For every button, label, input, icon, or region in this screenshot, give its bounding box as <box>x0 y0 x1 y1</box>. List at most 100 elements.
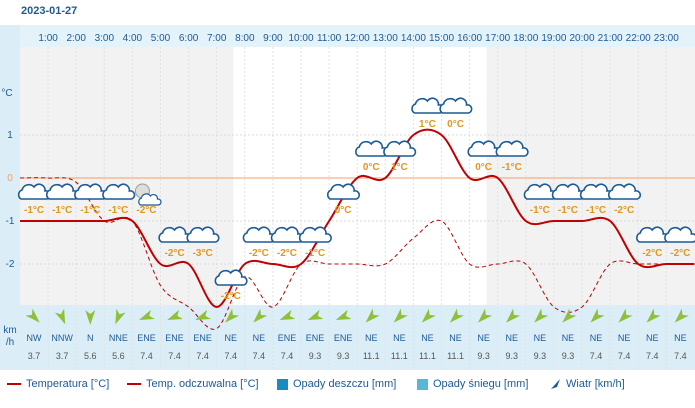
wind-direction-label: NE <box>393 333 406 343</box>
temp-label: -1°C <box>80 205 100 216</box>
wind-arrow-icon <box>307 309 324 321</box>
wind-arrow-shape <box>225 308 240 323</box>
wind-arrow-icon <box>618 308 633 323</box>
wind-arrow-shape <box>477 308 493 323</box>
legend-temperature: Temperatura [°C] <box>7 378 109 390</box>
wind-arrow-icon <box>25 308 40 323</box>
wind-direction-label: NE <box>590 333 603 343</box>
legend-temperature-label: Temperatura [°C] <box>26 378 110 390</box>
wind-direction-label: NE <box>449 333 462 343</box>
temp-label: 1°C <box>419 119 436 130</box>
legend-rain: Opady deszczu [mm] <box>277 378 396 390</box>
temp-label: 1°C <box>391 162 408 173</box>
hour-label: 13:00 <box>373 33 398 44</box>
wind-arrow-shape <box>365 308 380 323</box>
wind-direction-label: ENE <box>334 333 353 343</box>
temp-label: -1°C <box>558 205 578 216</box>
cloud-shape <box>214 269 248 286</box>
wind-arrow-shape <box>54 308 66 325</box>
wind-arrow-icon <box>54 308 66 325</box>
hour-label: 21:00 <box>598 33 623 44</box>
legend-feels-like: Temp. odczuwalna [°C] <box>127 378 259 390</box>
cloud-shape <box>495 140 529 157</box>
wind-speed-label: 9.3 <box>337 351 350 361</box>
hour-label: 4:00 <box>123 33 143 44</box>
legend-snow-swatch <box>417 378 428 390</box>
wind-speed-label: 5.6 <box>112 351 125 361</box>
wind-direction-label: NW <box>27 333 42 343</box>
temp-label: 0°C <box>475 162 492 173</box>
hour-label: 6:00 <box>179 33 199 44</box>
wind-arrow-icon <box>85 310 96 325</box>
wind-arrow-icon <box>674 308 689 323</box>
y-unit-label: °C <box>1 88 12 99</box>
wind-arrow-shape <box>618 308 633 323</box>
cloud-shape <box>439 97 473 114</box>
wind-arrow-shape <box>590 308 605 323</box>
hour-label: 10:00 <box>288 33 313 44</box>
cloud-icon <box>495 140 529 157</box>
wind-arrow-icon <box>365 308 380 323</box>
wind-arrow-icon <box>195 309 212 321</box>
hour-label: 15:00 <box>429 33 454 44</box>
wind-arrow-icon <box>393 308 408 323</box>
temp-label: -1°C <box>305 248 325 259</box>
wind-arrow-shape <box>506 308 521 323</box>
wind-direction-label: NE <box>224 333 237 343</box>
wind-direction-label: ENE <box>165 333 184 343</box>
wind-direction-label: NE <box>253 333 266 343</box>
wind-arrow-shape <box>335 309 352 321</box>
wind-speed-label: 7.4 <box>196 351 209 361</box>
y-tick-label: 1 <box>7 130 13 141</box>
temp-label: -2°C <box>249 248 269 259</box>
hour-label: 16:00 <box>457 33 482 44</box>
wind-speed-label: 7.4 <box>140 351 153 361</box>
feels-like-line <box>19 177 695 330</box>
temp-label: -2°C <box>164 248 184 259</box>
wind-arrow-icon <box>534 308 549 323</box>
wind-speed-label: 9.3 <box>505 351 518 361</box>
wind-axis-label: /h <box>6 337 14 348</box>
wind-speed-label: 9.3 <box>309 351 322 361</box>
legend-rain-label: Opady deszczu [mm] <box>293 378 397 390</box>
legend: Temperatura [°C] Temp. odczuwalna [°C] O… <box>0 374 695 396</box>
wind-arrow-shape <box>85 310 96 325</box>
wind-speed-label: 7.4 <box>618 351 631 361</box>
wind-speed-label: 7.4 <box>224 351 237 361</box>
hour-label: 19:00 <box>541 33 566 44</box>
wind-arrow-icon <box>477 308 493 323</box>
temp-label: -1°C <box>586 205 606 216</box>
hour-label: 20:00 <box>569 33 594 44</box>
wind-direction-label: NE <box>562 333 575 343</box>
cloud-icon <box>214 269 248 286</box>
hour-label: 9:00 <box>263 33 283 44</box>
cloud-shape <box>102 183 136 200</box>
wind-speed-label: 7.4 <box>168 351 181 361</box>
wind-speed-label: 3.7 <box>56 351 69 361</box>
temp-label: -1°C <box>108 205 128 216</box>
wind-arrow-icon <box>115 308 126 325</box>
wind-speed-label: 11.1 <box>419 351 436 361</box>
wind-arrow-icon <box>551 379 560 389</box>
temp-label: -1°C <box>24 205 44 216</box>
wind-direction-label: N <box>87 333 94 343</box>
wind-arrow-icon <box>167 309 183 321</box>
y-tick-label: -1 <box>6 216 15 227</box>
wind-arrow-shape <box>674 308 689 323</box>
cloud-shape <box>664 226 695 243</box>
wind-speed-label: 7.4 <box>281 351 294 361</box>
wind-direction-label: NE <box>421 333 434 343</box>
temp-label: -1°C <box>52 205 72 216</box>
legend-snow-label: Opady śniegu [mm] <box>433 378 529 390</box>
hour-label: 8:00 <box>235 33 255 44</box>
wind-direction-label: NE <box>505 333 518 343</box>
wind-arrow-icon <box>646 308 661 323</box>
wind-arrow-shape <box>449 308 465 323</box>
cloud-shape <box>383 140 417 157</box>
cloud-icon <box>607 183 642 200</box>
temp-label: -2°C <box>614 205 634 216</box>
temp-label: -2°C <box>221 291 241 302</box>
cloud-shape <box>186 226 220 243</box>
